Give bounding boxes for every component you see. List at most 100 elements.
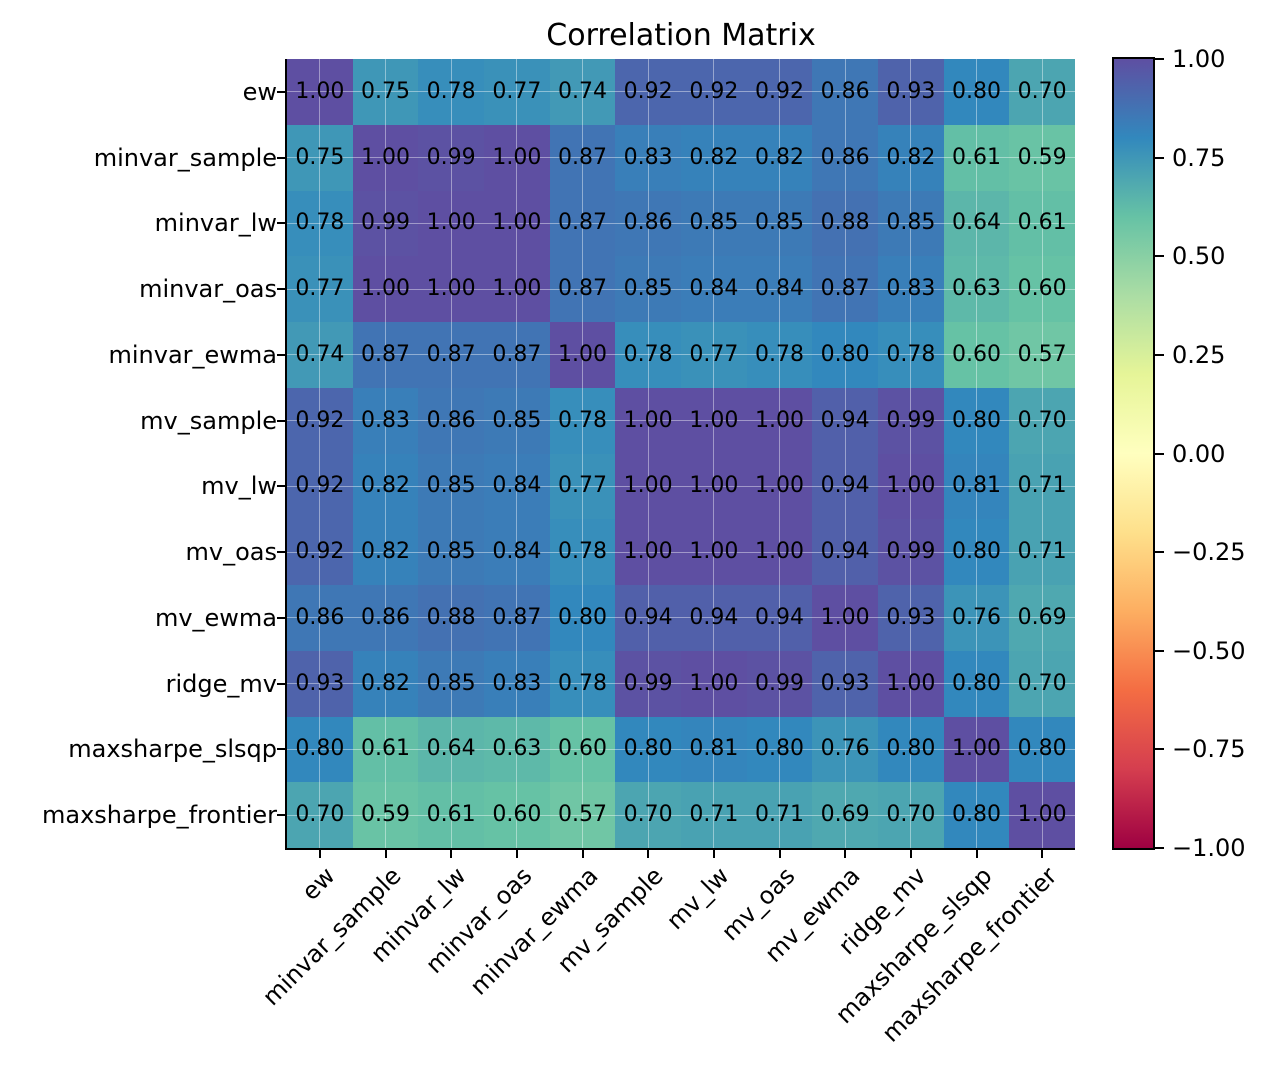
cell-value: 0.80: [1017, 736, 1067, 762]
heatmap-cell: 0.94: [615, 585, 681, 651]
colorbar-tick-mark: [1155, 649, 1164, 652]
cell-value: 0.92: [295, 539, 345, 565]
y-tick-mark: [277, 682, 285, 685]
cell-value: 1.00: [361, 276, 410, 302]
heatmap-cell: 0.77: [483, 59, 550, 125]
cell-value: 0.87: [558, 144, 607, 170]
cell-value: 0.92: [295, 407, 345, 433]
cell-value: 0.84: [755, 276, 804, 302]
colorbar-tick-mark: [1155, 452, 1164, 455]
heatmap-cell: 0.81: [680, 716, 747, 783]
cell-value: 1.00: [689, 670, 739, 696]
cell-value: 0.93: [886, 78, 936, 104]
heatmap-cell: 0.92: [680, 59, 747, 125]
heatmap-cell: 0.70: [287, 782, 353, 848]
cell-value: 1.00: [820, 604, 870, 630]
heatmap-cell: 0.84: [680, 256, 747, 322]
cell-value: 0.86: [426, 407, 476, 433]
heatmap-cell: 1.00: [615, 519, 681, 585]
heatmap-cell: 0.63: [483, 716, 550, 783]
heatmap-cell: 0.80: [549, 585, 616, 651]
cell-value: 0.99: [755, 670, 804, 696]
x-tick-mark: [318, 850, 321, 858]
heatmap-cell: 0.64: [943, 190, 1010, 257]
heatmap-cell: 0.94: [812, 453, 878, 520]
y-tick-label: ridge_mv: [165, 669, 277, 698]
heatmap-cell: 1.00: [680, 650, 747, 717]
heatmap-cell: 0.78: [549, 650, 616, 717]
y-tick-mark: [277, 156, 285, 159]
heatmap-cell: 0.92: [287, 519, 353, 585]
y-tick-mark: [277, 90, 285, 93]
cell-value: 0.80: [952, 407, 1001, 433]
cell-value: 0.63: [492, 736, 542, 762]
cell-value: 0.82: [361, 539, 410, 565]
y-tick-mark: [277, 222, 285, 225]
cell-value: 1.00: [689, 407, 739, 433]
cell-value: 0.77: [689, 341, 739, 367]
heatmap-cell: 0.70: [615, 782, 681, 848]
cell-value: 0.74: [295, 341, 345, 367]
cell-value: 0.99: [361, 210, 410, 236]
heatmap-cell: 0.83: [877, 256, 944, 322]
heatmap-cell: 1.00: [877, 453, 944, 520]
colorbar-tick-label: 0.50: [1172, 242, 1226, 271]
heatmap-cell: 0.87: [549, 124, 616, 191]
cell-value: 0.71: [1017, 539, 1067, 565]
x-tick-mark: [515, 850, 518, 858]
cell-value: 0.78: [558, 670, 607, 696]
cell-value: 0.81: [952, 473, 1001, 499]
heatmap-cell: 0.78: [549, 387, 616, 454]
heatmap-cell: 0.69: [812, 782, 878, 848]
cell-value: 1.00: [492, 276, 542, 302]
heatmap-cell: 0.99: [746, 650, 813, 717]
heatmap-cell: 1.00: [287, 59, 353, 125]
cell-value: 0.80: [952, 539, 1001, 565]
heatmap-cell: 0.61: [352, 716, 419, 783]
cell-value: 0.87: [558, 276, 607, 302]
heatmap-cell: 0.80: [615, 716, 681, 783]
cell-value: 0.88: [820, 210, 870, 236]
cell-value: 1.00: [755, 473, 804, 499]
cell-value: 0.80: [952, 670, 1001, 696]
y-tick-label: mv_ewma: [154, 603, 277, 632]
cell-value: 0.71: [755, 802, 804, 828]
heatmap-cell: 0.70: [1009, 59, 1075, 125]
heatmap-cell: 0.70: [877, 782, 944, 848]
cell-value: 0.87: [820, 276, 870, 302]
heatmap-cell: 0.93: [287, 650, 353, 717]
heatmap-cell: 0.77: [287, 256, 353, 322]
heatmap-cell: 0.84: [746, 256, 813, 322]
heatmap-cell: 0.76: [943, 585, 1010, 651]
heatmap-cell: 1.00: [352, 124, 419, 191]
heatmap-cell: 0.87: [483, 585, 550, 651]
cell-value: 0.70: [295, 802, 345, 828]
cell-value: 0.69: [820, 802, 870, 828]
cell-value: 0.70: [886, 802, 936, 828]
heatmap-cell: 0.86: [812, 124, 878, 191]
cell-value: 0.80: [623, 736, 673, 762]
cell-value: 0.63: [952, 276, 1001, 302]
cell-value: 0.82: [361, 473, 410, 499]
heatmap-cell: 1.00: [483, 124, 550, 191]
heatmap-cell: 0.60: [943, 322, 1010, 388]
heatmap-cell: 0.82: [877, 124, 944, 191]
heatmap-cell-grid: 1.00 0.75 0.78 0.77 0.74 0.92 0.92 0.92 0.86 0.93…: [287, 59, 1075, 848]
colorbar-tick-label: −1.00: [1172, 834, 1246, 862]
x-tick-mark: [1041, 850, 1044, 858]
heatmap-cell: 0.78: [418, 59, 484, 125]
cell-value: 1.00: [623, 539, 673, 565]
x-tick-mark: [450, 850, 453, 858]
heatmap-cell: 0.69: [1009, 585, 1075, 651]
cell-value: 0.69: [1017, 604, 1067, 630]
cell-value: 0.59: [1017, 144, 1067, 170]
cell-value: 0.82: [755, 144, 804, 170]
cell-value: 1.00: [886, 670, 936, 696]
y-tick-label: mv_lw: [201, 472, 277, 501]
colorbar-tick-label: −0.25: [1172, 538, 1246, 567]
heatmap-cell: 0.99: [877, 387, 944, 454]
cell-value: 0.70: [1017, 670, 1067, 696]
cell-value: 0.78: [886, 341, 936, 367]
cell-value: 1.00: [755, 539, 804, 565]
heatmap-cell: 0.87: [418, 322, 484, 388]
